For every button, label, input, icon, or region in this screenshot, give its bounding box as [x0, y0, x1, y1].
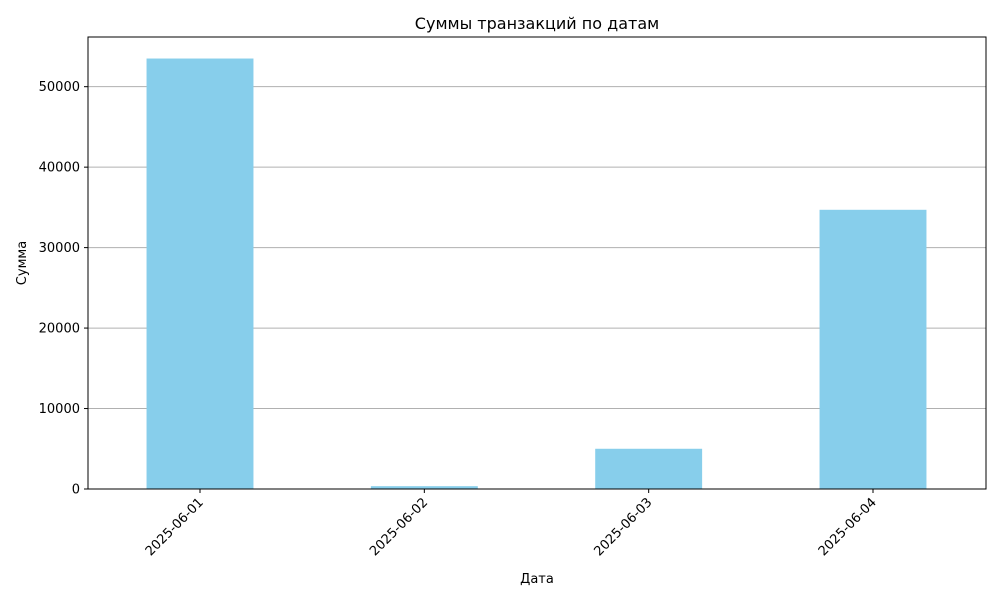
- bar-2025-06-01: [146, 58, 254, 490]
- plot-frame: [87, 36, 987, 490]
- bar-2025-06-03: [595, 448, 703, 489]
- y-tick-label: 10000: [39, 402, 80, 417]
- y-axis: 0 10000 20000 30000 40000 50000: [39, 80, 88, 498]
- y-tick-label: 20000: [39, 322, 80, 337]
- bar-2025-06-04: [819, 209, 927, 489]
- y-tick-label: 0: [72, 483, 80, 498]
- bar-2025-06-02: [370, 486, 478, 489]
- y-axis-label: Сумма: [15, 241, 30, 285]
- y-tick-label: 30000: [39, 241, 80, 256]
- chart-title: Суммы транзакций по датам: [415, 14, 659, 33]
- y-tick-label: 40000: [39, 161, 80, 176]
- bars: [146, 58, 927, 490]
- x-axis-label: Дата: [520, 572, 554, 587]
- y-tick-label: 50000: [39, 80, 80, 95]
